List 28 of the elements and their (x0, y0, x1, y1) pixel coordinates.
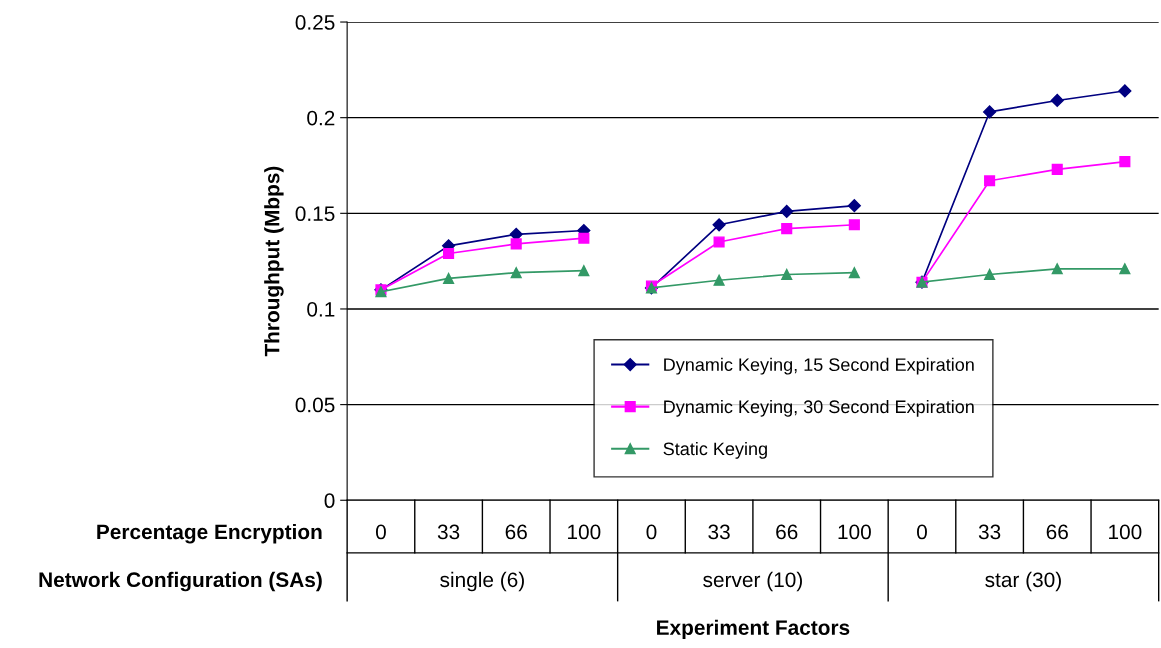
x-tick-label: 100 (1109, 524, 1142, 540)
x-tick-label: 0 (375, 524, 386, 540)
x-axis-title: Experiment Factors (657, 619, 850, 640)
x-tick-label: 33 (978, 524, 1001, 540)
x-tick-label: 100 (568, 524, 601, 540)
y-tick-label: 0.25 (295, 15, 335, 30)
text: server (10) (703, 571, 802, 592)
y-tick-label: 0 (324, 493, 335, 509)
x-tick-label: 66 (505, 524, 527, 540)
x-tick-label: 100 (838, 524, 871, 540)
text: star (30) (985, 571, 1061, 592)
y-tick-label: 0.05 (295, 397, 335, 413)
text: Percentage Encryption (97, 523, 322, 544)
y-tick-label: 0.2 (307, 110, 335, 126)
x-tick-label: 0 (917, 524, 927, 540)
y-axis-title: Throughput (Mbps) (264, 166, 284, 357)
text: single (6) (440, 571, 524, 592)
legend-label: Dynamic Keying, 15 Second Expiration (664, 357, 974, 375)
y-tick-label: 0.1 (307, 301, 335, 317)
text: Network Configuration (SAs) (39, 571, 322, 592)
x-tick-label: 66 (1046, 524, 1068, 540)
x-tick-label: 33 (437, 524, 460, 540)
y-tick-label: 0.15 (295, 206, 335, 222)
legend-label: Dynamic Keying, 30 Second Expiration (664, 399, 974, 417)
x-tick-label: 66 (776, 524, 798, 540)
legend-label: Static Keying (663, 441, 767, 459)
x-tick-label: 33 (708, 524, 730, 540)
x-tick-label: 0 (646, 524, 657, 540)
